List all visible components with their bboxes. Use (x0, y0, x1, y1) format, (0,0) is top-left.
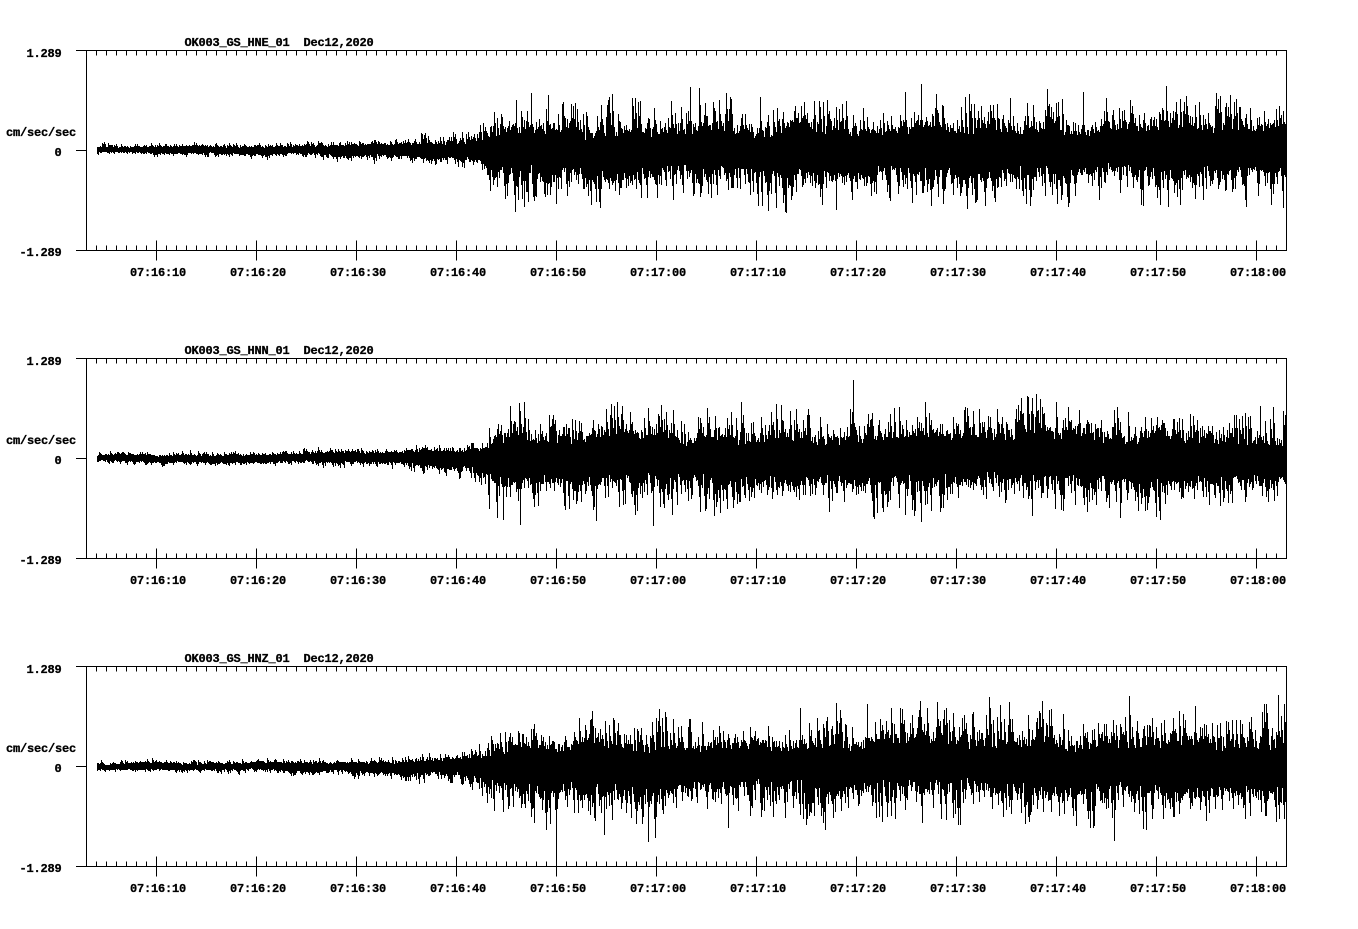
svg-text:0: 0 (54, 762, 61, 776)
svg-text:07:16:50: 07:16:50 (530, 266, 586, 280)
svg-text:1.289: 1.289 (26, 47, 61, 61)
svg-text:07:16:40: 07:16:40 (430, 882, 486, 896)
svg-text:07:17:50: 07:17:50 (1130, 574, 1186, 588)
svg-text:07:17:20: 07:17:20 (830, 266, 886, 280)
svg-text:0: 0 (54, 454, 61, 468)
svg-text:07:16:40: 07:16:40 (430, 266, 486, 280)
svg-text:cm/sec/sec: cm/sec/sec (6, 742, 76, 756)
svg-text:07:16:20: 07:16:20 (230, 266, 286, 280)
svg-text:07:16:40: 07:16:40 (430, 574, 486, 588)
svg-text:07:17:50: 07:17:50 (1130, 882, 1186, 896)
svg-text:07:17:00: 07:17:00 (630, 882, 686, 896)
svg-text:07:17:00: 07:17:00 (630, 574, 686, 588)
svg-text:07:17:50: 07:17:50 (1130, 266, 1186, 280)
svg-text:07:17:40: 07:17:40 (1030, 574, 1086, 588)
svg-text:07:16:50: 07:16:50 (530, 882, 586, 896)
svg-text:07:17:10: 07:17:10 (730, 882, 786, 896)
svg-text:07:16:30: 07:16:30 (330, 266, 386, 280)
svg-text:07:16:10: 07:16:10 (130, 882, 186, 896)
svg-text:07:17:20: 07:17:20 (830, 574, 886, 588)
svg-text:cm/sec/sec: cm/sec/sec (6, 126, 76, 140)
svg-text:0: 0 (54, 146, 61, 160)
svg-text:07:17:40: 07:17:40 (1030, 882, 1086, 896)
svg-text:07:16:50: 07:16:50 (530, 574, 586, 588)
svg-text:07:17:10: 07:17:10 (730, 574, 786, 588)
svg-text:07:17:20: 07:17:20 (830, 882, 886, 896)
svg-text:07:16:10: 07:16:10 (130, 574, 186, 588)
svg-text:07:18:00: 07:18:00 (1230, 574, 1286, 588)
svg-text:-1.289: -1.289 (19, 246, 61, 260)
svg-text:07:17:30: 07:17:30 (930, 574, 986, 588)
svg-text:07:16:30: 07:16:30 (330, 882, 386, 896)
svg-text:OK003_GS_HNZ_01 Dec12,2020: OK003_GS_HNZ_01 Dec12,2020 (185, 652, 374, 666)
svg-text:07:16:10: 07:16:10 (130, 266, 186, 280)
svg-text:1.289: 1.289 (26, 355, 61, 369)
svg-text:OK003_GS_HNN_01 Dec12,2020: OK003_GS_HNN_01 Dec12,2020 (185, 344, 374, 358)
svg-text:-1.289: -1.289 (19, 554, 61, 568)
svg-text:07:16:30: 07:16:30 (330, 574, 386, 588)
svg-text:07:16:20: 07:16:20 (230, 882, 286, 896)
svg-text:07:17:10: 07:17:10 (730, 266, 786, 280)
svg-text:cm/sec/sec: cm/sec/sec (6, 434, 76, 448)
svg-text:07:17:30: 07:17:30 (930, 882, 986, 896)
svg-text:07:18:00: 07:18:00 (1230, 266, 1286, 280)
svg-text:07:16:20: 07:16:20 (230, 574, 286, 588)
svg-text:07:18:00: 07:18:00 (1230, 882, 1286, 896)
svg-text:1.289: 1.289 (26, 663, 61, 677)
svg-text:07:17:40: 07:17:40 (1030, 266, 1086, 280)
svg-text:OK003_GS_HNE_01 Dec12,2020: OK003_GS_HNE_01 Dec12,2020 (185, 36, 374, 50)
svg-text:-1.289: -1.289 (19, 862, 61, 876)
svg-text:07:17:00: 07:17:00 (630, 266, 686, 280)
svg-text:07:17:30: 07:17:30 (930, 266, 986, 280)
